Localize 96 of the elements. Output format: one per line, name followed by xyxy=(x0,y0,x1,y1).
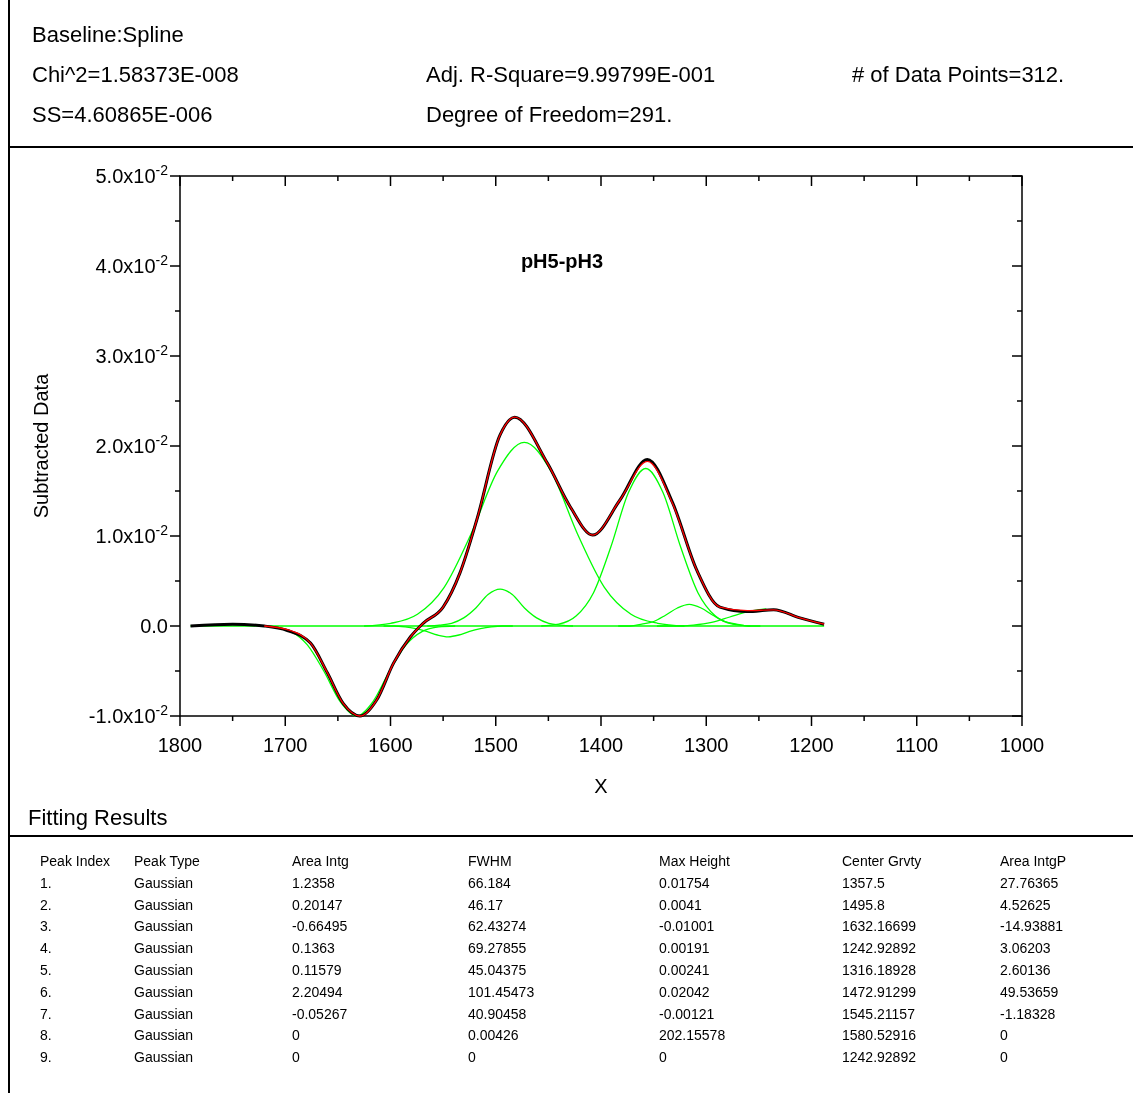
y-tick-label: 1.0x10$^{-2}$ xyxy=(95,522,169,547)
text: Area IntgP xyxy=(1000,853,1067,869)
text: 4.52625 xyxy=(1000,896,1051,913)
text: 3. xyxy=(40,918,52,935)
y-axis-title: Subtracted Data xyxy=(30,372,52,519)
x-tick-label: 1100 xyxy=(895,734,939,756)
text: 49.53659 xyxy=(1000,983,1059,1000)
text: 66.184 xyxy=(468,874,512,891)
text: 2.20494 xyxy=(292,983,343,1000)
y-tick-label: 0.0 xyxy=(140,615,168,637)
text: 0.01754 xyxy=(659,874,710,891)
text: 2. xyxy=(40,896,52,913)
text: 69.27855 xyxy=(468,940,527,957)
y-tick-label: -1.0x10$^{-2}$ xyxy=(88,702,169,727)
text: 1.2358 xyxy=(292,874,336,891)
text: 0 xyxy=(659,1049,667,1066)
text: pH5-pH3 xyxy=(520,250,604,272)
text: -0.00121 xyxy=(659,1005,715,1022)
text: Baseline:Spline xyxy=(32,22,184,47)
text: # of Data Points=312. xyxy=(852,62,1065,87)
text: 1316.18928 xyxy=(842,962,917,978)
text: 27.76365 xyxy=(1000,874,1059,891)
text: Gaussian xyxy=(134,962,194,978)
x-tick-label: 1300 xyxy=(684,734,729,756)
x-tick-label: 1700 xyxy=(263,734,308,756)
text: 0.1363 xyxy=(292,940,336,957)
x-tick-label: 1800 xyxy=(157,734,203,756)
text: Gaussian xyxy=(134,874,194,891)
text: Peak Type xyxy=(134,853,201,869)
text: Center Grvty xyxy=(842,853,922,869)
text: Gaussian xyxy=(134,983,194,1000)
y-tick-label: 2.0x10$^{-2}$ xyxy=(95,432,169,457)
text: 0.20147 xyxy=(292,896,343,913)
text: Max Height xyxy=(659,853,730,869)
text: 1495.8 xyxy=(842,896,886,913)
text: Gaussian xyxy=(134,1049,194,1066)
text: 1357.5 xyxy=(842,874,886,891)
text: SS=4.60865E-006 xyxy=(32,102,213,127)
text: FWHM xyxy=(468,853,512,869)
text: Chi^2=1.58373E-008 xyxy=(32,62,239,87)
x-tick-label: 1200 xyxy=(789,734,834,756)
text: 3.06203 xyxy=(1000,940,1051,957)
x-tick-label: 1400 xyxy=(578,734,624,756)
text: -0.05267 xyxy=(292,1005,348,1022)
text: 46.17 xyxy=(468,896,504,913)
text: 0.00241 xyxy=(659,962,710,978)
text: Gaussian xyxy=(134,896,194,913)
text: Gaussian xyxy=(134,1027,194,1044)
text: 202.15578 xyxy=(659,1027,726,1044)
text: 2.60136 xyxy=(1000,962,1051,978)
text: 1580.52916 xyxy=(842,1027,917,1044)
y-tick-label: 5.0x10$^{-2}$ xyxy=(95,162,169,187)
text: 0 xyxy=(292,1049,300,1066)
text: 9. xyxy=(40,1049,52,1066)
text: 6. xyxy=(40,983,52,1000)
text: 1. xyxy=(40,874,52,891)
text: 0 xyxy=(468,1049,476,1066)
x-tick-label: 1500 xyxy=(473,734,518,756)
text: 1242.92892 xyxy=(842,1049,917,1066)
text: 101.45473 xyxy=(468,983,535,1000)
text: Adj. R-Square=9.99799E-001 xyxy=(426,62,716,87)
text: -14.93881 xyxy=(1000,918,1064,935)
y-tick-label: 3.0x10$^{-2}$ xyxy=(95,342,169,367)
text: -1.18328 xyxy=(1000,1005,1056,1022)
text: Gaussian xyxy=(134,1005,194,1022)
text: 7. xyxy=(40,1005,52,1022)
text: Gaussian xyxy=(134,940,194,957)
text: -0.66495 xyxy=(292,918,348,935)
text: 5. xyxy=(40,962,52,978)
text: 1242.92892 xyxy=(842,940,917,957)
text: Degree of Freedom=291. xyxy=(426,102,673,127)
text: 62.43274 xyxy=(468,918,527,935)
text: 0.0041 xyxy=(659,896,703,913)
text: Peak Index xyxy=(40,853,111,869)
text: 1472.91299 xyxy=(842,983,917,1000)
text: -0.01001 xyxy=(659,918,715,935)
text: 0 xyxy=(1000,1027,1008,1044)
text: 1545.21157 xyxy=(842,1005,916,1022)
text: 4. xyxy=(40,940,52,957)
text: 1632.16699 xyxy=(842,918,917,935)
text: 0.00191 xyxy=(659,940,710,957)
y-tick-label: 4.0x10$^{-2}$ xyxy=(95,252,169,277)
text: 0.00426 xyxy=(468,1027,519,1044)
text: 40.90458 xyxy=(468,1005,527,1022)
x-tick-label: 1000 xyxy=(999,734,1045,756)
x-axis-title: X xyxy=(594,775,608,797)
text: 0.02042 xyxy=(659,983,710,1000)
text: 8. xyxy=(40,1027,52,1044)
text: 45.04375 xyxy=(468,962,527,978)
x-tick-label: 1600 xyxy=(368,734,413,756)
text: 0.11579 xyxy=(292,962,342,978)
text: Gaussian xyxy=(134,918,194,935)
text: Area Intg xyxy=(292,853,349,869)
text: 0 xyxy=(292,1027,300,1044)
text: 0 xyxy=(1000,1049,1008,1066)
text: Fitting Results xyxy=(28,805,168,830)
